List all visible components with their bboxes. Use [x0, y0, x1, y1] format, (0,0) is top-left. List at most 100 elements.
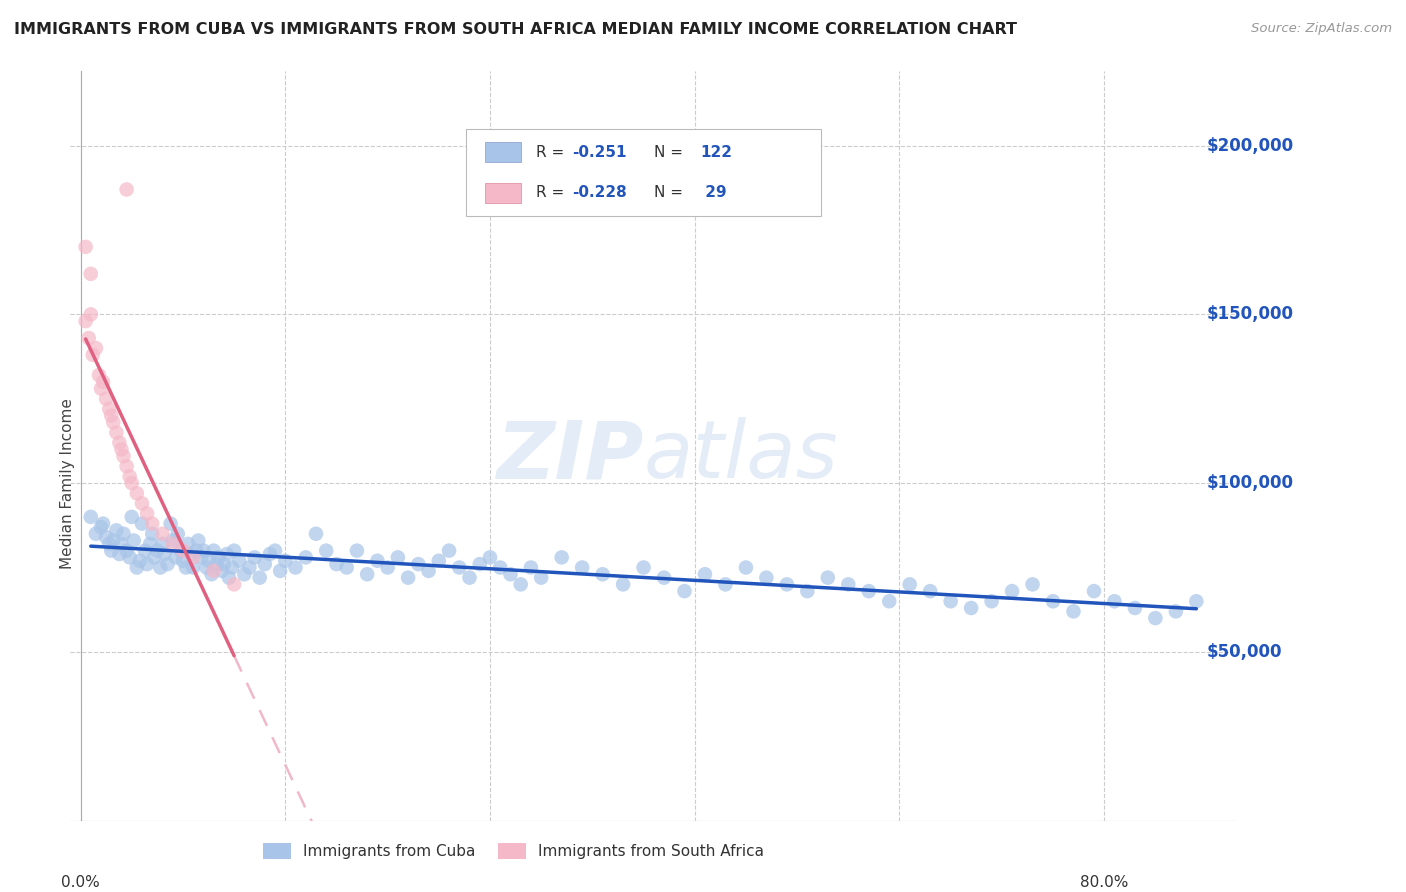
Point	[939, 594, 962, 608]
Point	[377, 560, 399, 574]
Point	[960, 601, 983, 615]
Point	[149, 560, 172, 574]
Point	[796, 584, 818, 599]
Bar	[485, 142, 520, 162]
Point	[94, 392, 117, 406]
Point	[202, 543, 225, 558]
Point	[153, 547, 176, 561]
Point	[125, 560, 148, 574]
Point	[115, 543, 138, 558]
Point	[325, 557, 347, 571]
Point	[170, 543, 193, 558]
Point	[1001, 584, 1024, 599]
Text: $200,000: $200,000	[1206, 136, 1294, 154]
Text: 80.0%: 80.0%	[1080, 875, 1129, 889]
Point	[249, 571, 271, 585]
Point	[218, 571, 240, 585]
Point	[162, 533, 184, 548]
Point	[181, 550, 204, 565]
Point	[110, 442, 132, 457]
Point	[437, 543, 460, 558]
Point	[1123, 601, 1146, 615]
Point	[166, 526, 188, 541]
Point	[91, 516, 114, 531]
Point	[208, 550, 231, 565]
Point	[75, 314, 97, 328]
Text: ZIP: ZIP	[496, 417, 644, 495]
Point	[305, 526, 328, 541]
Point	[118, 469, 141, 483]
Point	[125, 486, 148, 500]
Point	[571, 560, 593, 574]
Point	[94, 530, 117, 544]
Text: $50,000: $50,000	[1206, 643, 1282, 661]
Point	[90, 520, 112, 534]
Point	[186, 543, 208, 558]
Point	[346, 543, 368, 558]
Bar	[485, 183, 520, 203]
Text: $100,000: $100,000	[1206, 475, 1294, 492]
Point	[112, 526, 135, 541]
Point	[755, 571, 778, 585]
Text: 29: 29	[700, 186, 727, 201]
Point	[98, 401, 121, 416]
FancyBboxPatch shape	[467, 128, 821, 217]
Point	[221, 560, 243, 574]
Point	[877, 594, 900, 608]
Point	[418, 564, 440, 578]
Point	[131, 496, 153, 510]
Point	[264, 543, 287, 558]
Point	[612, 577, 634, 591]
Point	[294, 550, 316, 565]
Point	[115, 182, 138, 196]
Point	[1144, 611, 1167, 625]
Point	[238, 560, 260, 574]
Text: 122: 122	[700, 145, 733, 160]
Point	[633, 560, 655, 574]
Text: R =: R =	[536, 145, 569, 160]
Point	[108, 435, 131, 450]
Point	[77, 331, 100, 345]
Point	[211, 564, 233, 578]
Point	[479, 550, 502, 565]
Text: 0.0%: 0.0%	[62, 875, 100, 889]
Point	[141, 516, 163, 531]
Point	[205, 557, 228, 571]
Point	[80, 267, 103, 281]
Point	[152, 537, 174, 551]
Point	[195, 560, 218, 574]
Text: -0.251: -0.251	[572, 145, 627, 160]
Point	[356, 567, 378, 582]
Text: Source: ZipAtlas.com: Source: ZipAtlas.com	[1251, 22, 1392, 36]
Legend: Immigrants from Cuba, Immigrants from South Africa: Immigrants from Cuba, Immigrants from So…	[257, 838, 770, 865]
Point	[693, 567, 716, 582]
Point	[1063, 604, 1085, 618]
Point	[215, 547, 238, 561]
Point	[115, 459, 138, 474]
Point	[243, 550, 266, 565]
Text: $150,000: $150,000	[1206, 305, 1294, 324]
Point	[108, 547, 131, 561]
Text: IMMIGRANTS FROM CUBA VS IMMIGRANTS FROM SOUTH AFRICA MEDIAN FAMILY INCOME CORREL: IMMIGRANTS FROM CUBA VS IMMIGRANTS FROM …	[14, 22, 1017, 37]
Point	[129, 554, 152, 568]
Point	[118, 550, 141, 565]
Point	[143, 550, 166, 565]
Point	[105, 425, 128, 440]
Point	[172, 554, 194, 568]
Point	[103, 533, 125, 548]
Point	[91, 375, 114, 389]
Text: atlas: atlas	[644, 417, 838, 495]
Point	[520, 560, 543, 574]
Point	[396, 571, 419, 585]
Point	[121, 509, 143, 524]
Point	[1185, 594, 1208, 608]
Point	[156, 557, 179, 571]
Point	[190, 550, 212, 565]
Point	[100, 409, 122, 423]
Text: N =: N =	[654, 145, 688, 160]
Point	[652, 571, 675, 585]
Point	[1104, 594, 1126, 608]
Point	[837, 577, 859, 591]
Point	[134, 543, 156, 558]
Point	[714, 577, 737, 591]
